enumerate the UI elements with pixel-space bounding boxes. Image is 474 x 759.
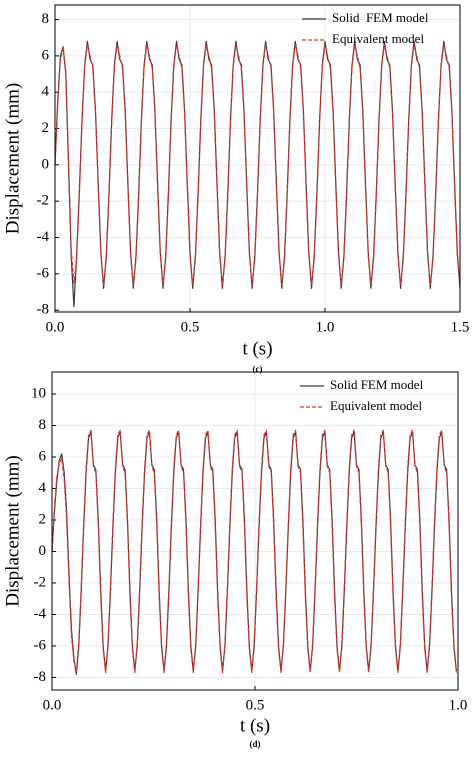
- y-tick-label: -2: [37, 193, 50, 209]
- y-tick-label: 6: [39, 448, 47, 464]
- y-tick-label: 10: [31, 385, 46, 401]
- legend-label: Equivalent model: [332, 31, 424, 46]
- plot-frame: [54, 4, 461, 313]
- y-tick-label: -4: [34, 606, 47, 622]
- caption: (c): [253, 364, 263, 374]
- caption: (d): [250, 739, 261, 749]
- y-tick-label: 4: [42, 84, 50, 100]
- y-tick-label: -6: [34, 637, 47, 653]
- y-tick-label: 8: [39, 417, 47, 433]
- y-tick-label: 4: [39, 480, 47, 496]
- y-tick-label: -8: [34, 669, 47, 685]
- y-tick-label: -6: [37, 265, 50, 281]
- legend-label: Solid FEM model: [332, 10, 429, 25]
- x-tick-label: 0.5: [181, 319, 200, 335]
- x-axis-label: t (s): [240, 715, 270, 736]
- x-tick-label: 1.0: [316, 319, 335, 335]
- x-tick-label: 0.0: [46, 319, 65, 335]
- x-tick-label: 0.0: [43, 697, 62, 713]
- x-tick-label: 0.5: [246, 697, 265, 713]
- x-tick-label: 1.0: [449, 697, 468, 713]
- y-tick-label: -4: [37, 229, 50, 245]
- y-tick-label: 2: [39, 511, 47, 527]
- x-axis-label: t (s): [242, 338, 272, 359]
- y-tick-label: 6: [42, 47, 50, 63]
- y-tick-label: 8: [42, 11, 50, 27]
- legend-label: Equivalent model: [330, 398, 422, 413]
- y-tick-label: 0: [39, 543, 47, 559]
- x-tick-label: 1.5: [451, 319, 470, 335]
- plot-frame: [51, 371, 459, 691]
- y-axis-label: Displacement (mm): [2, 83, 23, 234]
- y-tick-label: -2: [34, 574, 47, 590]
- y-tick-label: 0: [42, 156, 50, 172]
- y-axis-label: Displacement (mm): [2, 455, 23, 606]
- legend-label: Solid FEM model: [330, 377, 424, 392]
- series-line: [54, 40, 461, 308]
- series-line: [51, 429, 457, 674]
- y-tick-label: -8: [37, 302, 50, 318]
- series-line: [54, 44, 461, 286]
- y-tick-label: 2: [42, 120, 50, 136]
